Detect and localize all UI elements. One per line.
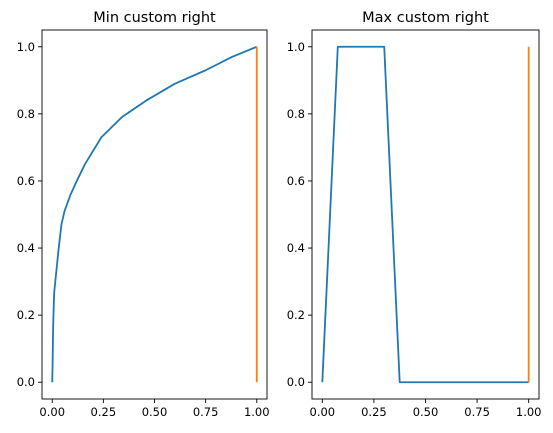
- series-line-1: [51, 45, 258, 383]
- x-tick-label: 0.50: [142, 405, 168, 419]
- chart-title: Max custom right: [362, 10, 489, 26]
- y-tick-label: 0.4: [287, 241, 305, 255]
- y-tick-label: 0.8: [287, 107, 305, 121]
- series-line-1: [321, 45, 529, 384]
- x-tick-label: 0.00: [39, 405, 65, 419]
- chart-title: Min custom right: [93, 10, 216, 26]
- y-tick-label: 0.0: [287, 375, 305, 389]
- y-tick-label: 0.6: [17, 174, 35, 188]
- y-tick-label: 0.6: [287, 174, 305, 188]
- x-tick-label: 0.00: [310, 405, 336, 419]
- y-tick-label: 1.0: [287, 40, 305, 54]
- chart-panel-2: Max custom right 0.00 0.25 0.50 0.75 1.00 0.0 0…: [287, 10, 542, 419]
- y-tick-label: 0.2: [287, 308, 305, 322]
- x-tick-label: 0.50: [413, 405, 439, 419]
- y-tick-label: 0.8: [17, 107, 35, 121]
- y-tick-label: 0.0: [17, 375, 35, 389]
- x-tick-label: 0.75: [464, 405, 490, 419]
- x-tick-label: 0.25: [91, 405, 117, 419]
- y-tick-label: 0.2: [17, 308, 35, 322]
- chart-panel-1: Min custom right 0.00 0.25 0.50 0.75 1.00 0.0 0…: [17, 10, 270, 419]
- y-tick-label: 1.0: [17, 40, 35, 54]
- x-tick-label: 1.00: [244, 405, 270, 419]
- x-tick-label: 0.25: [361, 405, 387, 419]
- x-tick-label: 0.75: [193, 405, 219, 419]
- y-tick-label: 0.4: [17, 241, 35, 255]
- x-tick-label: 1.00: [516, 405, 542, 419]
